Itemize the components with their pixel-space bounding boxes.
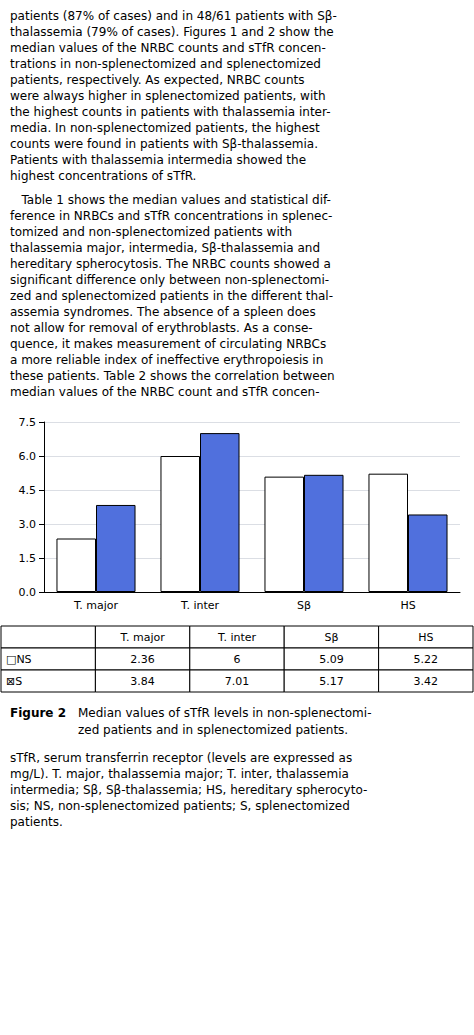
svg-text:Sβ: Sβ [297, 599, 311, 612]
svg-text:Median values of sTfR levels i: Median values of sTfR levels in non-sple… [78, 706, 371, 720]
svg-text:T. major: T. major [73, 599, 119, 612]
svg-text:7.01: 7.01 [225, 675, 250, 688]
svg-text:HS: HS [418, 631, 433, 644]
svg-text:patients.: patients. [10, 815, 63, 829]
svg-text:6: 6 [234, 653, 241, 666]
svg-text:were always higher in splenect: were always higher in splenectomized pat… [10, 89, 326, 103]
svg-text:5.09: 5.09 [319, 653, 344, 666]
svg-text:3.0: 3.0 [19, 518, 37, 531]
svg-text:these patients. Table 2 shows: these patients. Table 2 shows the correl… [10, 369, 335, 383]
svg-text:hereditary spherocytosis. The: hereditary spherocytosis. The NRBC count… [10, 257, 331, 271]
svg-text:□NS: □NS [6, 653, 32, 666]
svg-text:ference in NRBCs and sTfR conc: ference in NRBCs and sTfR concentrations… [10, 209, 332, 223]
svg-text:7.5: 7.5 [19, 416, 37, 429]
svg-text:⊠S: ⊠S [6, 675, 22, 688]
svg-text:Figure 2: Figure 2 [10, 706, 66, 720]
svg-text:assemia syndromes. The absence: assemia syndromes. The absence of a sple… [10, 305, 316, 319]
svg-text:sis; NS, non-splenectomized pa: sis; NS, non-splenectomized patients; S,… [10, 799, 350, 813]
svg-text:zed and splenectomized patient: zed and splenectomized patients in the d… [10, 289, 333, 303]
svg-text:Sβ: Sβ [324, 631, 338, 644]
svg-text:5.22: 5.22 [414, 653, 439, 666]
svg-text:Table 1 shows the median value: Table 1 shows the median values and stat… [10, 193, 331, 207]
svg-text:quence, it makes measurement o: quence, it makes measurement of circulat… [10, 337, 326, 351]
svg-text:2.36: 2.36 [130, 653, 155, 666]
svg-text:media. In non-splenectomized p: media. In non-splenectomized patients, t… [10, 121, 320, 135]
svg-text:thalassemia (79% of cases). Fi: thalassemia (79% of cases). Figures 1 an… [10, 25, 334, 39]
svg-text:tomized and non-splenectomized: tomized and non-splenectomized patients … [10, 225, 292, 239]
svg-text:T. inter: T. inter [180, 599, 220, 612]
svg-text:thalassemia major, intermedia,: thalassemia major, intermedia, Sβ-thalas… [10, 241, 320, 255]
svg-text:median values of the NRBC coun: median values of the NRBC count and sTfR… [10, 385, 320, 399]
svg-text:5.17: 5.17 [319, 675, 344, 688]
svg-text:0.0: 0.0 [19, 586, 37, 599]
svg-text:3.84: 3.84 [130, 675, 155, 688]
svg-text:intermedia; Sβ, Sβ-thalassemia: intermedia; Sβ, Sβ-thalassemia; HS, here… [10, 783, 367, 797]
svg-text:a more reliable index of ineff: a more reliable index of ineffective ery… [10, 353, 323, 367]
svg-text:T. inter: T. inter [217, 631, 257, 644]
svg-text:3.42: 3.42 [414, 675, 439, 688]
svg-text:counts were found in patients: counts were found in patients with Sβ-th… [10, 137, 318, 151]
svg-text:significant difference only be: significant difference only between non-… [10, 273, 329, 287]
svg-text:zed patients and in splenectom: zed patients and in splenectomized patie… [78, 723, 348, 737]
svg-text:patients, respectively. As exp: patients, respectively. As expected, NRB… [10, 73, 304, 87]
svg-text:sTfR, serum transferrin recept: sTfR, serum transferrin receptor (levels… [10, 751, 352, 765]
svg-text:Patients with thalassemia inte: Patients with thalassemia intermedia sho… [10, 153, 306, 167]
svg-text:median values of the NRBC coun: median values of the NRBC counts and sTf… [10, 41, 326, 55]
svg-text:highest concentrations of sTfR: highest concentrations of sTfR. [10, 169, 196, 183]
svg-text:patients (87% of cases) and in: patients (87% of cases) and in 48/61 pat… [10, 9, 337, 23]
svg-text:6.0: 6.0 [19, 450, 37, 463]
svg-text:the highest counts in patients: the highest counts in patients with thal… [10, 105, 331, 119]
svg-text:4.5: 4.5 [19, 484, 37, 497]
svg-text:trations in non-splenectomized: trations in non-splenectomized and splen… [10, 57, 321, 71]
svg-text:mg/L). T. major, thalassemia m: mg/L). T. major, thalassemia major; T. i… [10, 767, 349, 781]
svg-text:1.5: 1.5 [19, 552, 37, 565]
svg-text:not allow for removal of eryth: not allow for removal of erythroblasts. … [10, 321, 313, 335]
svg-text:HS: HS [400, 599, 415, 612]
svg-text:T. major: T. major [120, 631, 166, 644]
